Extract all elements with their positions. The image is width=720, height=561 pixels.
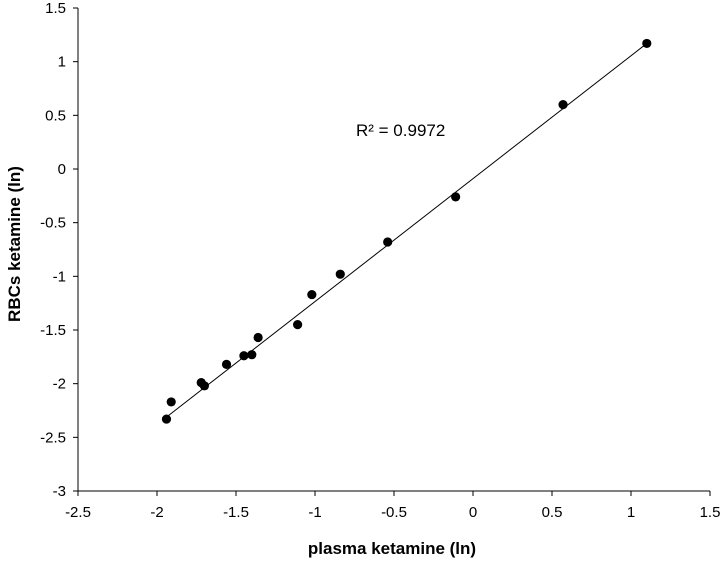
x-tick-label: -2.5 bbox=[65, 504, 91, 521]
data-point bbox=[642, 38, 652, 49]
x-tick-label: 1.5 bbox=[700, 504, 720, 521]
data-point bbox=[161, 414, 172, 424]
data-point bbox=[239, 351, 249, 361]
x-axis-ticks: -2.5 -2 -1.5 -1 -0.5 0 0.5 1 1.5 bbox=[65, 491, 720, 521]
data-point bbox=[558, 100, 568, 110]
y-tick-label: 0 bbox=[58, 161, 66, 178]
x-tick-label: 0.5 bbox=[542, 504, 563, 521]
x-axis-title: plasma ketamine (ln) bbox=[308, 539, 476, 558]
x-tick-label: 0 bbox=[469, 504, 477, 521]
y-tick-label: -0.5 bbox=[40, 215, 66, 232]
data-point bbox=[253, 332, 263, 343]
y-tick-label: -1.5 bbox=[40, 322, 66, 339]
data-point bbox=[383, 237, 393, 247]
y-tick-label: 0.5 bbox=[45, 107, 66, 124]
y-tick-label: -3 bbox=[53, 483, 66, 500]
data-point bbox=[166, 397, 176, 407]
data-point bbox=[199, 381, 209, 391]
x-tick-label: -2 bbox=[150, 504, 163, 521]
y-tick-label: 1 bbox=[58, 54, 66, 71]
r-squared-annotation: R² = 0.9972 bbox=[356, 121, 445, 140]
x-tick-label: 1 bbox=[627, 504, 635, 521]
data-point bbox=[293, 320, 303, 330]
trendline bbox=[167, 43, 648, 417]
x-tick-label: -1 bbox=[308, 504, 321, 521]
y-axis-title: RBCs ketamine (ln) bbox=[5, 166, 24, 322]
y-tick-label: 1.5 bbox=[45, 0, 66, 17]
data-point bbox=[307, 289, 317, 300]
data-point bbox=[451, 192, 461, 202]
y-tick-label: -1 bbox=[53, 268, 66, 285]
data-point bbox=[335, 269, 345, 279]
x-tick-label: -0.5 bbox=[381, 504, 407, 521]
y-axis-ticks: -3 -2.5 -2 -1.5 -1 -0.5 0 0.5 1 1.5 bbox=[40, 0, 78, 500]
x-tick-label: -1.5 bbox=[223, 504, 249, 521]
y-tick-label: -2 bbox=[53, 376, 66, 393]
data-point bbox=[221, 359, 232, 369]
data-point bbox=[247, 350, 257, 360]
y-tick-label: -2.5 bbox=[40, 429, 66, 446]
data-points bbox=[161, 38, 652, 424]
